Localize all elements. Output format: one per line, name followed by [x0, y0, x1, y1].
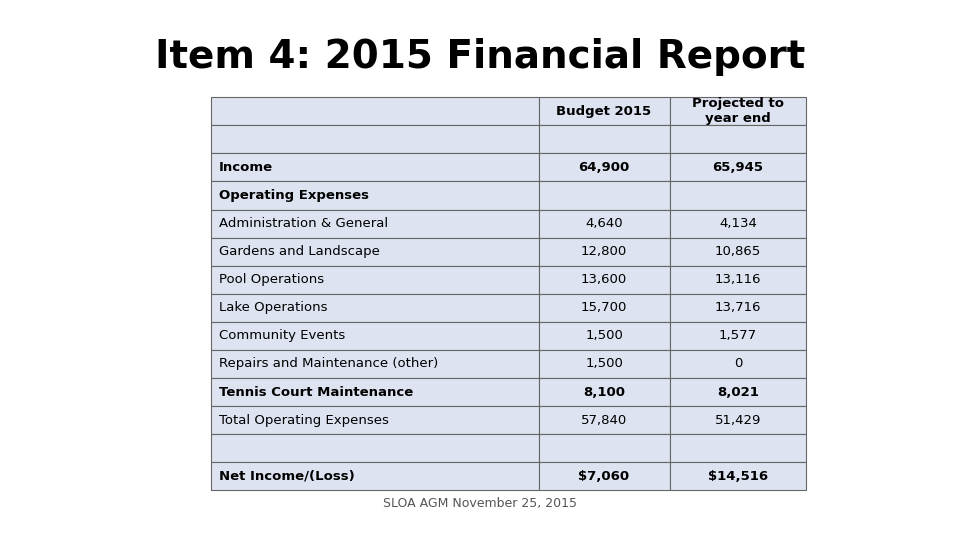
FancyBboxPatch shape: [539, 350, 669, 378]
FancyBboxPatch shape: [669, 462, 806, 490]
Text: Operating Expenses: Operating Expenses: [219, 189, 369, 202]
FancyBboxPatch shape: [211, 181, 539, 210]
Text: Community Events: Community Events: [219, 329, 346, 342]
FancyBboxPatch shape: [669, 153, 806, 181]
FancyBboxPatch shape: [539, 378, 669, 406]
Text: 13,716: 13,716: [714, 301, 761, 314]
Text: 64,900: 64,900: [579, 161, 630, 174]
FancyBboxPatch shape: [539, 434, 669, 462]
FancyBboxPatch shape: [539, 238, 669, 266]
FancyBboxPatch shape: [539, 210, 669, 238]
FancyBboxPatch shape: [539, 322, 669, 350]
FancyBboxPatch shape: [669, 238, 806, 266]
Text: Pool Operations: Pool Operations: [219, 273, 324, 286]
FancyBboxPatch shape: [211, 97, 539, 125]
Text: 15,700: 15,700: [581, 301, 627, 314]
Text: Repairs and Maintenance (other): Repairs and Maintenance (other): [219, 357, 438, 370]
Text: $14,516: $14,516: [708, 470, 768, 483]
FancyBboxPatch shape: [211, 462, 539, 490]
FancyBboxPatch shape: [539, 181, 669, 210]
FancyBboxPatch shape: [669, 210, 806, 238]
Text: 51,429: 51,429: [715, 414, 761, 427]
Text: Item 4: 2015 Financial Report: Item 4: 2015 Financial Report: [155, 38, 805, 76]
Text: Net Income/(Loss): Net Income/(Loss): [219, 470, 354, 483]
FancyBboxPatch shape: [539, 125, 669, 153]
Text: Budget 2015: Budget 2015: [557, 105, 652, 118]
Text: 1,500: 1,500: [585, 329, 623, 342]
FancyBboxPatch shape: [211, 294, 539, 322]
FancyBboxPatch shape: [669, 181, 806, 210]
Text: 4,640: 4,640: [586, 217, 623, 230]
FancyBboxPatch shape: [539, 266, 669, 294]
Text: Income: Income: [219, 161, 273, 174]
FancyBboxPatch shape: [539, 294, 669, 322]
FancyBboxPatch shape: [669, 350, 806, 378]
Text: 1,577: 1,577: [719, 329, 757, 342]
Text: 65,945: 65,945: [712, 161, 763, 174]
FancyBboxPatch shape: [211, 266, 539, 294]
FancyBboxPatch shape: [211, 378, 539, 406]
Text: 0: 0: [733, 357, 742, 370]
Text: 13,600: 13,600: [581, 273, 627, 286]
Text: SLOA AGM November 25, 2015: SLOA AGM November 25, 2015: [383, 497, 577, 510]
FancyBboxPatch shape: [669, 294, 806, 322]
FancyBboxPatch shape: [669, 434, 806, 462]
FancyBboxPatch shape: [211, 238, 539, 266]
FancyBboxPatch shape: [211, 125, 539, 153]
Text: Gardens and Landscape: Gardens and Landscape: [219, 245, 380, 258]
FancyBboxPatch shape: [669, 266, 806, 294]
FancyBboxPatch shape: [211, 153, 539, 181]
Text: $7,060: $7,060: [579, 470, 630, 483]
Text: 12,800: 12,800: [581, 245, 627, 258]
FancyBboxPatch shape: [539, 462, 669, 490]
Text: Projected to
year end: Projected to year end: [692, 97, 784, 125]
FancyBboxPatch shape: [669, 125, 806, 153]
Text: 4,134: 4,134: [719, 217, 756, 230]
Text: Tennis Court Maintenance: Tennis Court Maintenance: [219, 386, 413, 399]
FancyBboxPatch shape: [211, 322, 539, 350]
Text: 8,100: 8,100: [583, 386, 625, 399]
Text: 57,840: 57,840: [581, 414, 627, 427]
FancyBboxPatch shape: [669, 97, 806, 125]
FancyBboxPatch shape: [669, 406, 806, 434]
FancyBboxPatch shape: [211, 350, 539, 378]
FancyBboxPatch shape: [211, 434, 539, 462]
FancyBboxPatch shape: [539, 153, 669, 181]
Text: 1,500: 1,500: [585, 357, 623, 370]
FancyBboxPatch shape: [211, 406, 539, 434]
FancyBboxPatch shape: [669, 322, 806, 350]
FancyBboxPatch shape: [539, 406, 669, 434]
Text: Administration & General: Administration & General: [219, 217, 388, 230]
Text: 13,116: 13,116: [714, 273, 761, 286]
FancyBboxPatch shape: [669, 378, 806, 406]
Text: Lake Operations: Lake Operations: [219, 301, 327, 314]
FancyBboxPatch shape: [539, 97, 669, 125]
Text: 10,865: 10,865: [715, 245, 761, 258]
Text: Total Operating Expenses: Total Operating Expenses: [219, 414, 389, 427]
Text: 8,021: 8,021: [717, 386, 759, 399]
FancyBboxPatch shape: [211, 210, 539, 238]
